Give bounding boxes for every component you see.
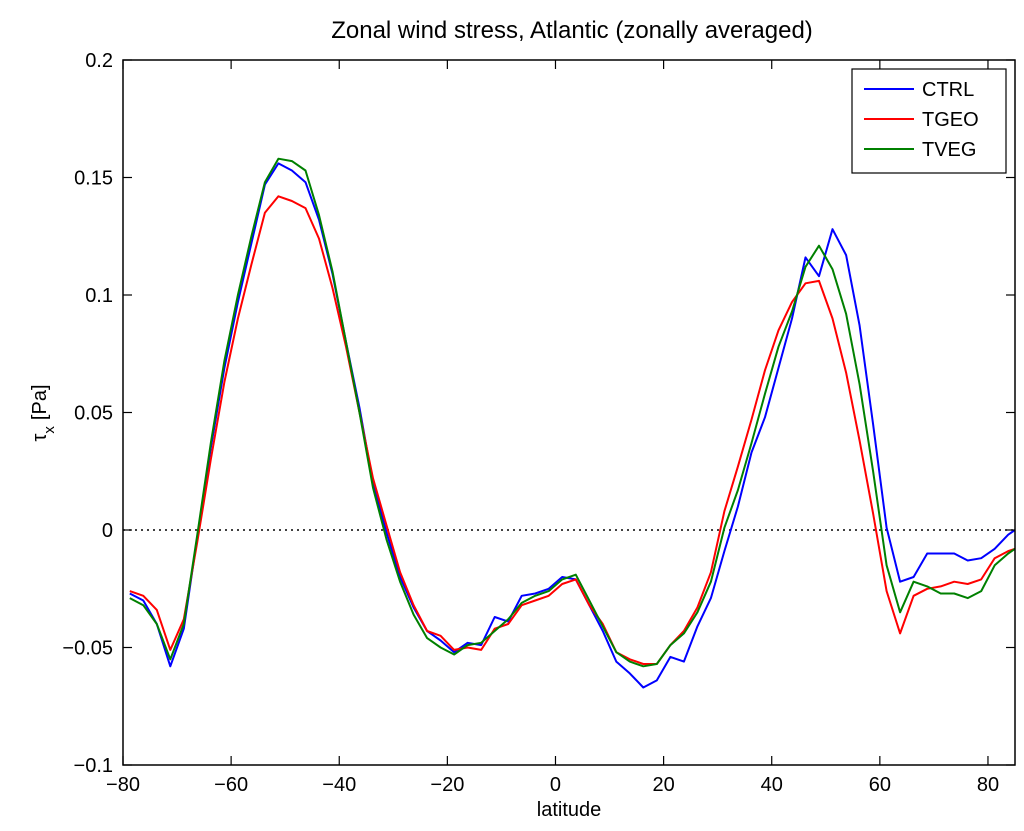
y-tick-label: 0.15 <box>74 168 113 190</box>
plot-area <box>123 60 1015 765</box>
y-tick-label: 0.1 <box>85 285 113 307</box>
legend: CTRL TGEO TVEG <box>851 68 1007 174</box>
y-tick-label: −0.05 <box>62 638 113 660</box>
x-tick-label: 0 <box>550 774 561 796</box>
x-tick-label: 60 <box>869 774 891 796</box>
x-tick-label: 80 <box>977 774 999 796</box>
series-line-tveg <box>129 157 1016 668</box>
x-tick-label: −40 <box>322 774 356 796</box>
y-axis-label-symbol: τ <box>29 433 51 441</box>
x-tick-label: −80 <box>106 774 140 796</box>
legend-label-ctrl: CTRL <box>922 79 974 101</box>
y-tick-label: 0.2 <box>85 50 113 72</box>
axis-ticks: −80 −60 −40 −20 0 20 40 60 80 −0.1 −0.05 0 0.05 0.1 0.… <box>62 50 1015 796</box>
y-tick-label: −0.1 <box>74 755 113 777</box>
plot-frame <box>122 59 1016 766</box>
legend-label-tveg: TVEG <box>922 139 976 161</box>
x-tick-label: 40 <box>761 774 783 796</box>
y-tick-label: 0.05 <box>74 403 113 425</box>
chart-title: Zonal wind stress, Atlantic (zonally ave… <box>331 17 813 44</box>
svg-text:τx[Pa]: τx [Pa] <box>29 385 58 442</box>
legend-label-tgeo: TGEO <box>922 109 979 131</box>
x-tick-label: 20 <box>652 774 674 796</box>
x-tick-label: −60 <box>214 774 248 796</box>
x-tick-label: −20 <box>430 774 464 796</box>
y-tick-label: 0 <box>102 520 113 542</box>
y-axis-label: τx [Pa] <box>29 385 58 442</box>
y-axis-label-unit: [Pa] <box>29 385 51 421</box>
series-line-tgeo <box>129 195 1016 665</box>
series-lines <box>129 157 1016 689</box>
y-axis-label-subscript: x <box>41 426 58 434</box>
legend-box <box>851 68 1007 174</box>
x-axis-label: latitude <box>537 799 602 821</box>
